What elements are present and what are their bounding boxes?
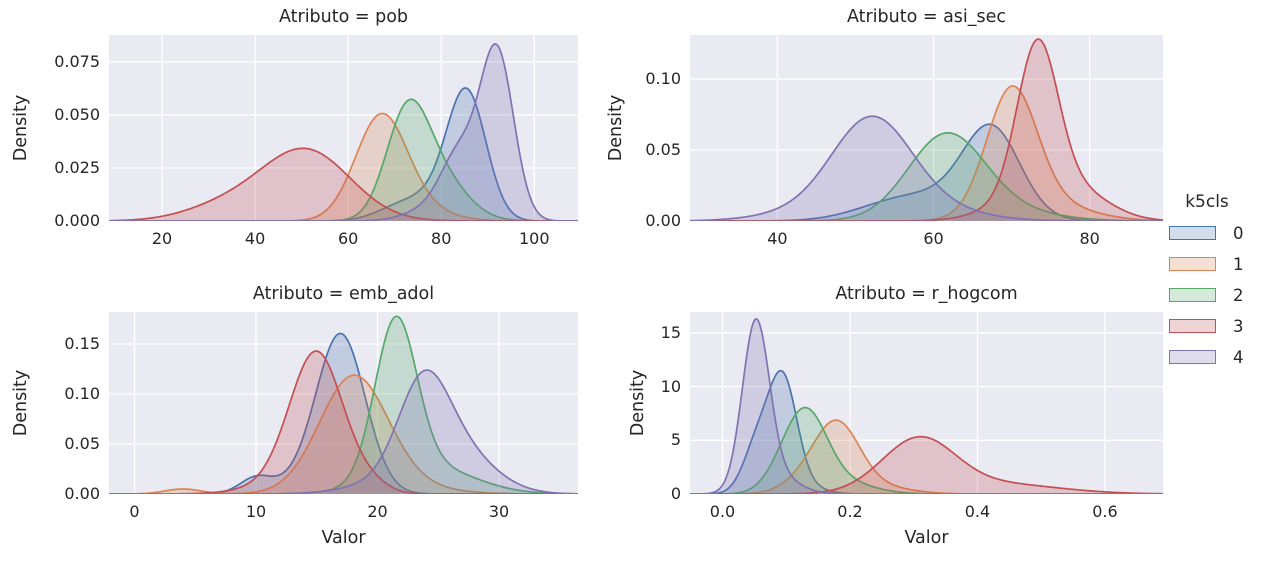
legend-swatch-3 — [1169, 319, 1216, 333]
kde-curve-cluster-0 — [690, 369, 1163, 494]
x-tick-label: 100 — [518, 229, 550, 248]
kde-area-cluster-1 — [690, 86, 1163, 221]
y-tick-label: 0.075 — [54, 51, 100, 71]
y-tick-label: 0.15 — [64, 334, 100, 353]
x-tick-label: 60 — [337, 229, 359, 248]
y-tick-label: 0.00 — [645, 211, 681, 230]
legend-entry-0: 0 — [1169, 223, 1244, 243]
x-tick-label: 80 — [1079, 229, 1100, 248]
x-tick-label: 20 — [151, 229, 173, 248]
kde-plot-r-hogcom — [690, 312, 1163, 494]
subplot-title-asi-sec: Atributo = asi_sec — [846, 7, 1007, 27]
x-tick-label: 40 — [244, 229, 266, 248]
kde-curve-cluster-2 — [109, 315, 578, 494]
legend-label-3: 3 — [1233, 316, 1244, 336]
x-tick-label: 0.2 — [837, 502, 863, 521]
kde-area-cluster-2 — [690, 132, 1163, 221]
kde-area-cluster-3 — [109, 351, 578, 494]
kde-curve-cluster-4 — [690, 317, 1163, 494]
y-tick-label: 0.00 — [64, 484, 100, 503]
x-tick-label: 80 — [431, 229, 452, 248]
x-tick-label: 0.0 — [709, 502, 736, 521]
kde-area-cluster-3 — [690, 39, 1163, 221]
kde-curve-cluster-3 — [690, 435, 1163, 494]
kde-area-cluster-2 — [109, 99, 578, 221]
subplot-title-pob: Atributo = pob — [278, 7, 409, 27]
y-tick-label: 5 — [670, 430, 681, 450]
y-tick-label: 0.000 — [54, 211, 100, 230]
kde-curve-cluster-3 — [109, 147, 578, 221]
kde-curve-cluster-4 — [109, 369, 578, 494]
legend-entry-1: 1 — [1169, 254, 1244, 274]
kde-area-cluster-1 — [690, 420, 1163, 494]
legend-swatch-4 — [1169, 350, 1216, 364]
kde-plot-asi-sec — [690, 35, 1163, 221]
plot-background — [109, 312, 578, 494]
y-tick-label: 0.10 — [64, 384, 100, 403]
legend-entry-3: 3 — [1169, 316, 1244, 336]
y-tick-label: 0.025 — [54, 157, 100, 177]
kde-curve-cluster-4 — [690, 115, 1163, 221]
legend-title: k5cls — [1185, 192, 1229, 212]
legend-label-0: 0 — [1233, 223, 1244, 243]
x-axis-label-r-hogcom: Valor — [904, 528, 949, 548]
y-tick-label: 0.05 — [645, 140, 681, 159]
x-tick-label: 30 — [488, 502, 510, 521]
legend-swatch-0 — [1169, 226, 1216, 240]
legend-entry-4: 4 — [1169, 347, 1244, 367]
kde-area-cluster-4 — [690, 116, 1163, 221]
legend-label-1: 1 — [1233, 254, 1244, 274]
kde-area-cluster-3 — [109, 148, 578, 221]
x-tick-label: 0 — [129, 502, 140, 521]
kde-plot-pob — [109, 35, 578, 221]
x-tick-label: 0.4 — [964, 502, 991, 521]
x-tick-label: 20 — [367, 502, 388, 521]
kde-plot-emb-adol — [109, 312, 578, 494]
kde-area-cluster-0 — [690, 124, 1163, 221]
kde-area-cluster-2 — [690, 407, 1163, 494]
y-tick-label: 0.10 — [645, 69, 681, 88]
x-tick-label: 40 — [767, 229, 788, 248]
kde-area-cluster-0 — [690, 370, 1163, 494]
legend-label-4: 4 — [1233, 347, 1244, 367]
legend-entry-2: 2 — [1169, 285, 1244, 305]
kde-curve-cluster-4 — [109, 43, 578, 221]
legend: k5cls 0 1 2 3 4 — [1163, 190, 1266, 390]
y-tick-label: 0 — [670, 484, 681, 503]
kde-area-cluster-4 — [109, 370, 578, 494]
y-axis-label-emb-adol: Density — [11, 369, 31, 437]
kde-area-cluster-0 — [109, 333, 578, 494]
subplot-title-emb-adol: Atributo = emb_adol — [252, 284, 435, 304]
x-tick-label: 0.6 — [1092, 502, 1118, 521]
plot-background — [690, 35, 1163, 221]
y-axis-label-pob: Density — [11, 94, 31, 162]
legend-label-2: 2 — [1233, 285, 1244, 305]
kde-area-cluster-1 — [109, 113, 578, 221]
kde-curve-cluster-3 — [690, 38, 1163, 221]
y-tick-label: 15 — [660, 322, 681, 342]
kde-area-cluster-1 — [109, 375, 578, 494]
y-tick-label: 0.050 — [54, 104, 100, 124]
kde-area-cluster-4 — [690, 318, 1163, 494]
x-axis-label-emb-adol: Valor — [321, 528, 366, 548]
legend-swatch-2 — [1169, 288, 1216, 302]
kde-curve-cluster-2 — [109, 98, 578, 221]
kde-curve-cluster-1 — [690, 419, 1163, 494]
y-tick-label: 0.05 — [64, 434, 100, 453]
x-tick-label: 10 — [245, 502, 267, 521]
kde-area-cluster-3 — [690, 436, 1163, 494]
plot-background — [690, 312, 1163, 494]
kde-area-cluster-4 — [109, 43, 578, 221]
y-tick-label: 10 — [660, 376, 681, 396]
kde-area-cluster-0 — [109, 87, 578, 221]
x-tick-label: 60 — [923, 229, 944, 248]
legend-swatch-1 — [1169, 257, 1216, 271]
subplot-title-r-hogcom: Atributo = r_hogcom — [835, 284, 1018, 304]
